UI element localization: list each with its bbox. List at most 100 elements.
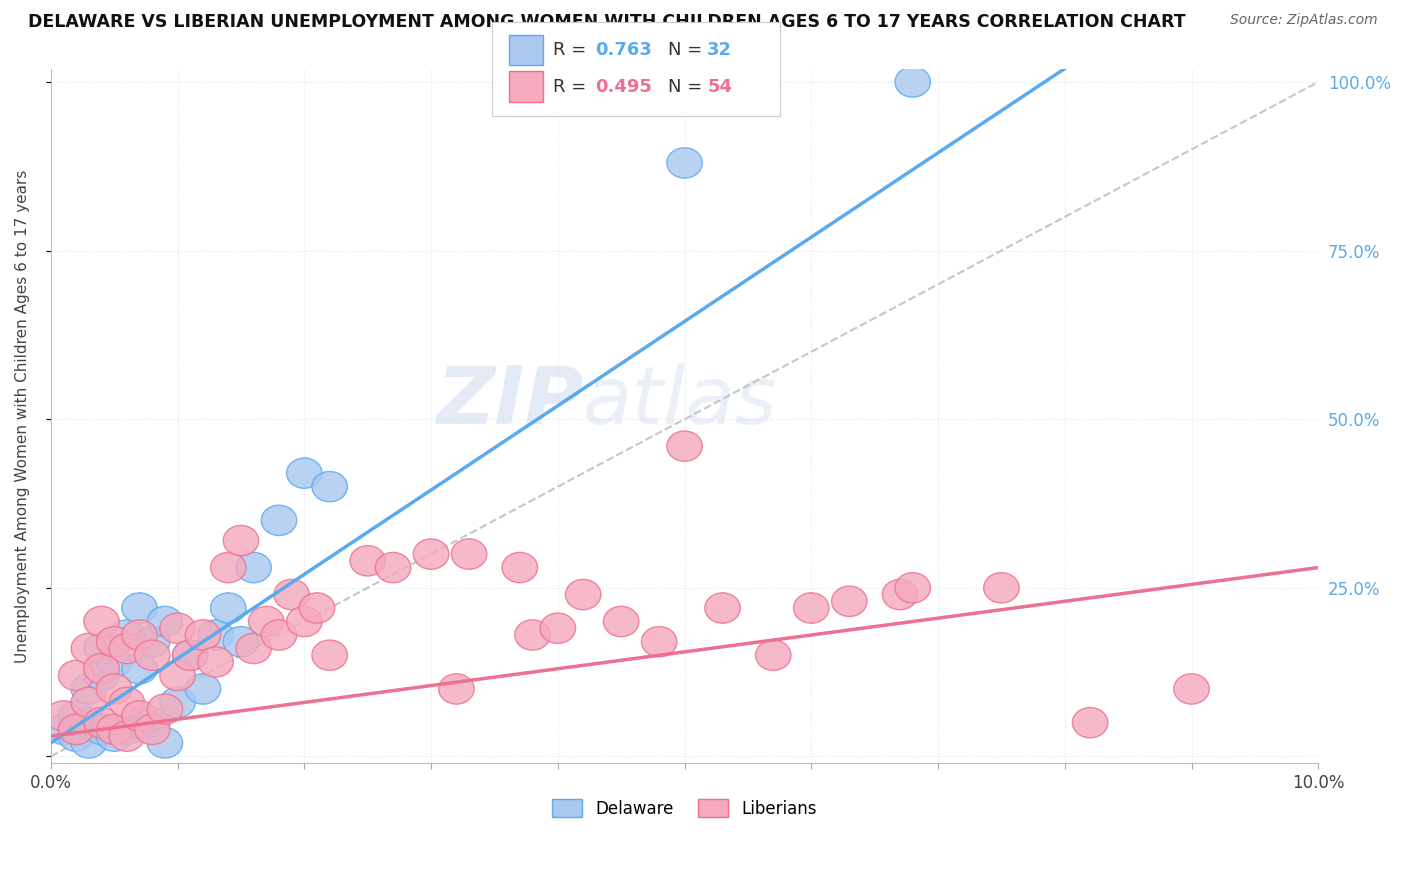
Ellipse shape [312, 472, 347, 502]
Ellipse shape [84, 607, 120, 637]
Ellipse shape [59, 714, 94, 745]
Text: 32: 32 [707, 41, 733, 59]
Ellipse shape [262, 620, 297, 650]
Ellipse shape [236, 552, 271, 582]
Y-axis label: Unemployment Among Women with Children Ages 6 to 17 years: Unemployment Among Women with Children A… [15, 169, 30, 663]
Ellipse shape [84, 633, 120, 664]
Ellipse shape [59, 701, 94, 731]
Ellipse shape [110, 687, 145, 717]
Text: atlas: atlas [583, 363, 778, 441]
Ellipse shape [59, 721, 94, 751]
Ellipse shape [312, 640, 347, 671]
Ellipse shape [160, 687, 195, 717]
Ellipse shape [72, 633, 107, 664]
Ellipse shape [413, 539, 449, 569]
Ellipse shape [46, 714, 82, 745]
Ellipse shape [72, 728, 107, 758]
Ellipse shape [122, 654, 157, 684]
Text: N =: N = [668, 78, 707, 95]
Ellipse shape [502, 552, 537, 582]
Ellipse shape [122, 701, 157, 731]
Ellipse shape [160, 613, 195, 643]
Ellipse shape [135, 707, 170, 738]
Ellipse shape [641, 626, 676, 657]
Ellipse shape [224, 626, 259, 657]
Text: R =: R = [553, 78, 592, 95]
Ellipse shape [755, 640, 792, 671]
Ellipse shape [110, 721, 145, 751]
Ellipse shape [883, 580, 918, 610]
Ellipse shape [72, 673, 107, 704]
Ellipse shape [249, 607, 284, 637]
Ellipse shape [274, 580, 309, 610]
Ellipse shape [224, 525, 259, 556]
Ellipse shape [666, 431, 703, 461]
Ellipse shape [46, 701, 82, 731]
Ellipse shape [439, 673, 474, 704]
Ellipse shape [173, 640, 208, 671]
Ellipse shape [122, 620, 157, 650]
Ellipse shape [896, 67, 931, 97]
Ellipse shape [97, 714, 132, 745]
Ellipse shape [211, 552, 246, 582]
Ellipse shape [831, 586, 868, 616]
Ellipse shape [110, 620, 145, 650]
Ellipse shape [160, 660, 195, 690]
Ellipse shape [186, 673, 221, 704]
Text: DELAWARE VS LIBERIAN UNEMPLOYMENT AMONG WOMEN WITH CHILDREN AGES 6 TO 17 YEARS C: DELAWARE VS LIBERIAN UNEMPLOYMENT AMONG … [28, 13, 1185, 31]
Ellipse shape [896, 573, 931, 603]
Ellipse shape [704, 593, 741, 624]
Ellipse shape [515, 620, 550, 650]
Ellipse shape [287, 607, 322, 637]
Ellipse shape [666, 148, 703, 178]
Text: Source: ZipAtlas.com: Source: ZipAtlas.com [1230, 13, 1378, 28]
Ellipse shape [287, 458, 322, 488]
Ellipse shape [84, 714, 120, 745]
Ellipse shape [186, 620, 221, 650]
Ellipse shape [122, 593, 157, 624]
Ellipse shape [110, 633, 145, 664]
Ellipse shape [451, 539, 486, 569]
Ellipse shape [97, 626, 132, 657]
Ellipse shape [72, 707, 107, 738]
Ellipse shape [1174, 673, 1209, 704]
Ellipse shape [148, 607, 183, 637]
Ellipse shape [84, 707, 120, 738]
Ellipse shape [97, 673, 132, 704]
Ellipse shape [110, 714, 145, 745]
Ellipse shape [299, 593, 335, 624]
Ellipse shape [122, 707, 157, 738]
Ellipse shape [793, 593, 830, 624]
Ellipse shape [262, 505, 297, 535]
Text: R =: R = [553, 41, 592, 59]
Ellipse shape [540, 613, 575, 643]
Ellipse shape [375, 552, 411, 582]
Text: 0.763: 0.763 [595, 41, 651, 59]
Ellipse shape [72, 687, 107, 717]
Ellipse shape [350, 546, 385, 576]
Ellipse shape [148, 728, 183, 758]
Text: 0.495: 0.495 [595, 78, 651, 95]
Text: 54: 54 [707, 78, 733, 95]
Ellipse shape [1073, 707, 1108, 738]
Legend: Delaware, Liberians: Delaware, Liberians [546, 793, 824, 824]
Ellipse shape [84, 660, 120, 690]
Ellipse shape [84, 654, 120, 684]
Ellipse shape [135, 714, 170, 745]
Ellipse shape [565, 580, 600, 610]
Text: ZIP: ZIP [436, 363, 583, 441]
Ellipse shape [198, 620, 233, 650]
Ellipse shape [984, 573, 1019, 603]
Ellipse shape [97, 647, 132, 677]
Ellipse shape [173, 640, 208, 671]
Ellipse shape [148, 694, 183, 724]
Ellipse shape [236, 633, 271, 664]
Ellipse shape [97, 721, 132, 751]
Ellipse shape [211, 593, 246, 624]
Ellipse shape [198, 647, 233, 677]
Ellipse shape [59, 660, 94, 690]
Ellipse shape [135, 640, 170, 671]
Text: N =: N = [668, 41, 707, 59]
Ellipse shape [135, 626, 170, 657]
Ellipse shape [603, 607, 638, 637]
